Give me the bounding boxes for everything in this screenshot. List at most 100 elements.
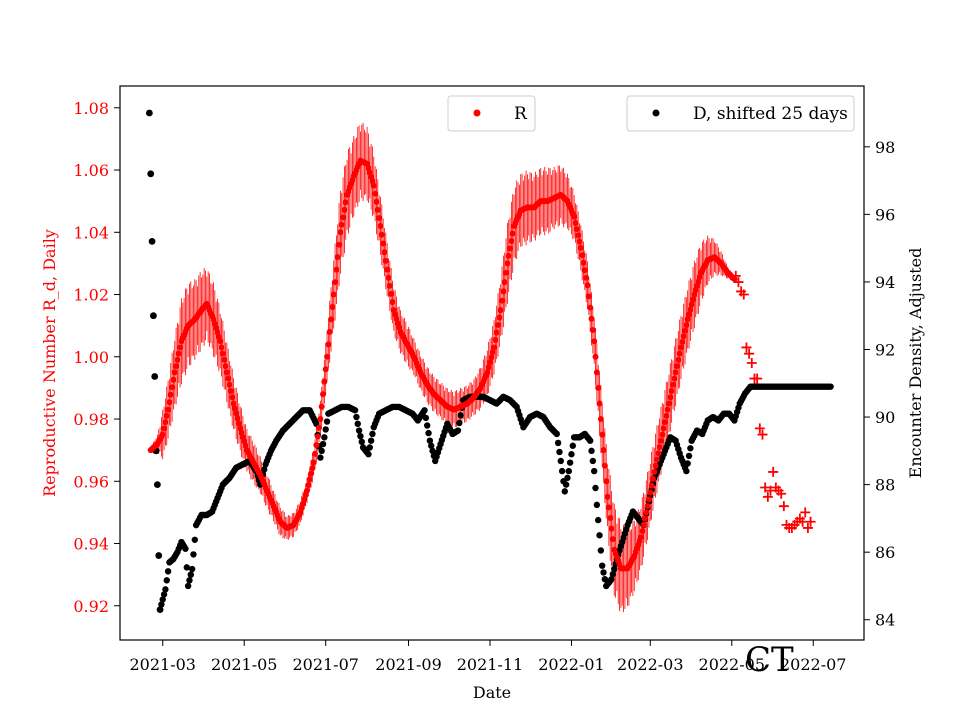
d-point	[588, 447, 595, 455]
y-axis-left: 0.92 0.94 0.96 0.98 1.00 1.02 1.04 1.06 1.08	[73, 99, 120, 616]
d-point	[321, 434, 328, 441]
r-point	[322, 366, 329, 373]
r-point	[672, 369, 679, 376]
d-point	[319, 440, 327, 448]
r-point	[227, 388, 234, 395]
y-right-tick-label: 90	[875, 408, 895, 427]
r-point	[329, 303, 336, 310]
r-point	[572, 219, 579, 226]
legend-d-box	[626, 95, 855, 132]
r-point	[651, 468, 658, 475]
r-point	[678, 344, 685, 351]
d-point	[188, 565, 196, 573]
d-point	[586, 437, 594, 444]
r-point	[165, 406, 172, 413]
d-point	[163, 577, 170, 584]
y-right-tick-label: 98	[875, 138, 895, 157]
r-point	[377, 223, 384, 230]
y-right-tick-label: 84	[875, 611, 895, 630]
y-left-tick-label: 1.06	[73, 161, 109, 180]
r-point	[665, 400, 672, 407]
d-point	[365, 451, 372, 458]
r-point	[667, 394, 674, 401]
r-point	[380, 240, 387, 247]
d-point	[190, 551, 197, 558]
r-point	[340, 214, 347, 221]
r-series-layer	[147, 157, 738, 572]
r-point	[605, 504, 612, 511]
r-point	[492, 336, 499, 343]
d-point	[598, 562, 606, 569]
d-point	[322, 426, 329, 433]
r-point	[588, 315, 595, 322]
d-point	[183, 564, 190, 571]
d-point	[151, 373, 159, 380]
y-right-tick-label: 96	[875, 205, 895, 224]
r-point	[596, 400, 603, 407]
r-point	[505, 252, 512, 259]
d-point	[554, 439, 562, 447]
r-point	[233, 410, 240, 417]
r-point	[659, 431, 666, 438]
d-point	[558, 467, 566, 475]
d-point	[597, 547, 605, 554]
d-point	[562, 481, 570, 488]
legend-d-label: D, shifted 25 days	[693, 104, 848, 124]
r-point	[489, 349, 496, 356]
d-series-layer	[145, 109, 834, 613]
r-point	[600, 447, 607, 454]
r-point	[384, 266, 391, 273]
x-tick-label: 2022-03	[617, 655, 683, 674]
r-point	[309, 465, 316, 472]
r-point	[337, 229, 344, 236]
d-point	[351, 407, 359, 414]
d-point	[566, 459, 574, 466]
legend-r: R	[447, 95, 536, 132]
d-point	[600, 569, 607, 576]
d-point	[261, 466, 268, 473]
r-point	[373, 198, 380, 205]
r-point	[332, 279, 339, 286]
r-point	[584, 282, 591, 289]
chart-annotation: CT	[745, 640, 794, 680]
d-point	[561, 488, 568, 495]
d-point	[424, 422, 431, 429]
r-point	[683, 322, 690, 329]
r-point	[173, 363, 180, 370]
r-point	[580, 259, 587, 266]
d-point	[147, 170, 155, 178]
r-point	[577, 244, 584, 251]
r-point	[597, 416, 604, 423]
r-point	[648, 482, 655, 489]
y-right-tick-label: 88	[875, 476, 895, 495]
r-point	[664, 406, 671, 413]
d-point	[593, 501, 601, 509]
r-point	[504, 260, 511, 267]
d-point	[323, 418, 331, 425]
r-projected-point	[757, 429, 768, 440]
r-point	[499, 297, 506, 304]
r-point	[671, 375, 678, 382]
x-tick-label: 2022-01	[538, 655, 604, 674]
r-point	[163, 412, 170, 419]
r-point	[571, 213, 578, 220]
r-point	[484, 369, 491, 376]
d-point	[187, 571, 194, 578]
x-tick-label: 2021-05	[211, 655, 277, 674]
r-point	[222, 363, 229, 370]
d-point	[685, 452, 693, 460]
r-point	[607, 514, 614, 521]
y-right-tick-label: 92	[875, 340, 895, 359]
r-point	[328, 316, 335, 323]
r-point	[225, 375, 232, 382]
r-point	[316, 424, 323, 431]
r-point	[640, 521, 647, 528]
d-point	[355, 427, 363, 434]
d-point	[557, 457, 564, 465]
r-projected-point	[762, 491, 773, 502]
y-left-tick-label: 1.04	[73, 223, 109, 242]
r-point	[493, 329, 500, 336]
r-point	[372, 190, 379, 197]
r-point	[226, 381, 233, 388]
d-point	[353, 413, 360, 421]
